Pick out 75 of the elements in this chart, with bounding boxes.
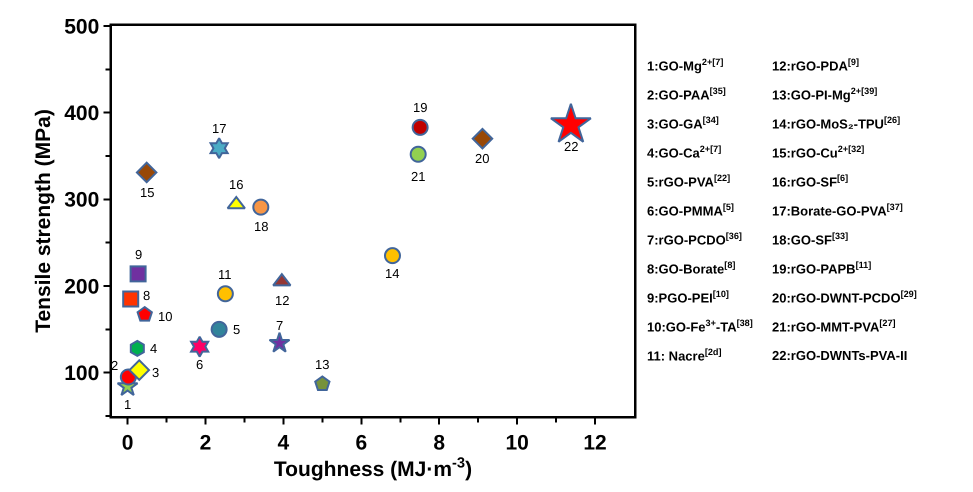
point: [190, 336, 210, 358]
text: 10:GO-Fe$^{3+}$-TA$^{[38]}$: [647, 318, 753, 334]
text: 22:rGO-DWNTs-PVA-II: [772, 348, 908, 363]
text: 19:rGO-PAPB$^{[11]}$: [772, 260, 872, 276]
series-label: 17: [212, 121, 226, 136]
x-tick-label: 6: [355, 432, 368, 455]
point: [130, 265, 147, 282]
text: 8:GO-Borate$^{[8]}$: [647, 260, 736, 276]
series-label: 3: [152, 365, 160, 380]
point: [410, 146, 427, 163]
series-label: 12: [275, 293, 290, 308]
point: [128, 359, 150, 381]
text: 5:rGO-PVA$^{[22]}$: [647, 173, 730, 190]
text: 6:GO-PMMA$^{[5]}$: [647, 202, 734, 218]
series-label: 9: [135, 247, 142, 262]
text: 13:GO-PI-Mg$^{2+[39]}$: [772, 86, 878, 102]
point: [314, 375, 330, 391]
x-tick-label: 12: [583, 432, 607, 455]
point: [268, 332, 290, 353]
series-label: 13: [315, 357, 330, 372]
x-tick-label: 8: [433, 432, 446, 455]
x-tick-label: 10: [505, 432, 529, 455]
text: 15:rGO-Cu$^{2+[32]}$: [772, 144, 864, 160]
series-label: 1: [124, 397, 132, 412]
series-label: 14: [385, 266, 400, 281]
text: 4:GO-Ca$^{2+[7]}$: [647, 144, 722, 160]
series-label: 20: [475, 151, 490, 166]
text: 20:rGO-DWNT-PCDO$^{[29]}$: [772, 289, 917, 306]
point: [472, 128, 494, 150]
point: [384, 247, 401, 264]
series-label: 16: [229, 177, 244, 192]
x-tick-label: 4: [278, 432, 290, 455]
point: [136, 306, 153, 322]
x-tick-label: 2: [200, 432, 212, 455]
text: 2:GO-PAA$^{[35]}$: [647, 86, 726, 102]
series-label: 21: [411, 169, 426, 184]
series-label: 10: [158, 309, 172, 324]
point: [122, 290, 140, 308]
text: 3:GO-GA$^{[34]}$: [647, 115, 719, 132]
text: 12:rGO-PDA$^{[9]}$: [772, 57, 859, 74]
text: 1:GO-Mg$^{2+[7]}$: [647, 57, 724, 74]
y-tick-label: 100: [64, 362, 100, 386]
series-label: 7: [276, 318, 284, 333]
text: 9:PGO-PEI$^{[10]}$: [647, 289, 729, 306]
point: [216, 285, 234, 302]
text: 18:GO-SF$^{[33]}$: [772, 231, 848, 248]
point: [136, 162, 158, 184]
y-tick-label: 500: [64, 15, 100, 38]
text: 21:rGO-MMT-PVA$^{[27]}$: [772, 318, 896, 334]
series-label: 18: [254, 219, 268, 234]
series-label: 15: [140, 185, 154, 200]
series-label: 11: [218, 267, 232, 282]
y-tick-label: 400: [64, 102, 100, 126]
point: [210, 320, 228, 338]
point: [252, 198, 270, 216]
x-axis-title: Toughness (MJ·m$^{-3}$): [274, 455, 472, 482]
text: 11: Nacre$^{[2d]}$: [647, 347, 722, 364]
point: [130, 340, 145, 357]
series-label: 4: [150, 341, 158, 356]
x-tick-label: 0: [122, 432, 134, 455]
text: 16:rGO-SF$^{[6]}$: [772, 173, 848, 190]
series-label: 2: [111, 358, 118, 373]
text: 7:rGO-PCDO$^{[36]}$: [647, 231, 742, 248]
y-axis-title: Tensile strength (MPa): [32, 109, 56, 333]
text: 17:Borate-GO-PVA$^{[37]}$: [772, 202, 903, 218]
series-label: 22: [564, 139, 578, 154]
text: 14:rGO-MoS₂-TPU$^{[26]}$: [772, 115, 900, 132]
series-label: 8: [143, 288, 150, 303]
series-label: 6: [196, 357, 204, 372]
series-label: 5: [233, 322, 240, 337]
y-tick-label: 200: [64, 275, 100, 298]
point: [210, 137, 229, 160]
point: [412, 118, 429, 136]
y-tick-label: 300: [64, 188, 100, 212]
series-label: 19: [413, 100, 428, 115]
